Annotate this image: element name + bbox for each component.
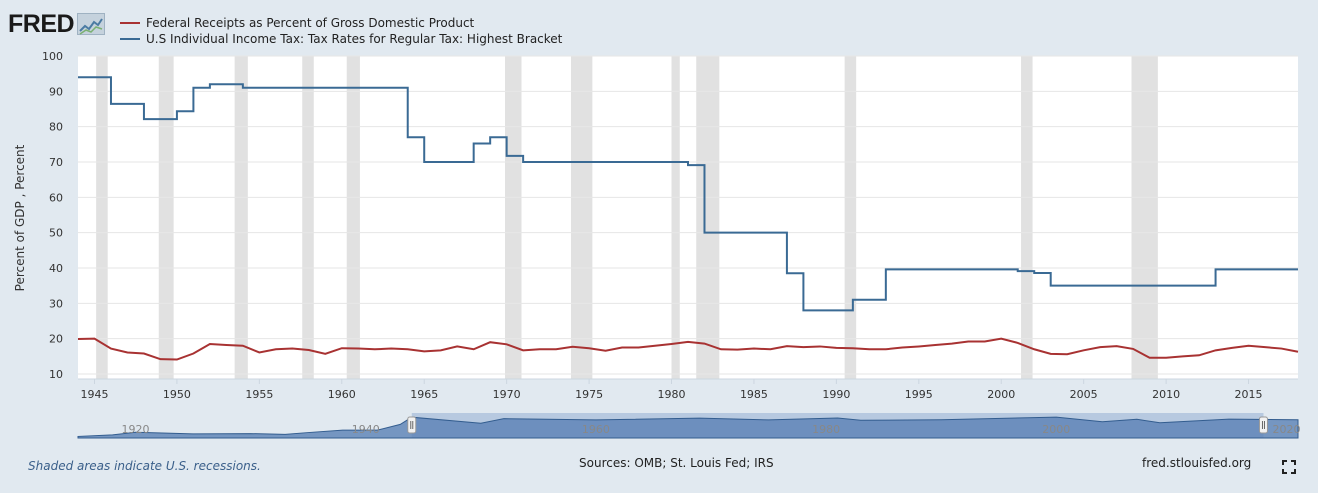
navigator-label: 1940	[352, 423, 380, 436]
recession-band-11	[1131, 56, 1158, 379]
series-lines	[77, 76, 1299, 361]
y-tick-label: 20	[49, 333, 63, 346]
x-tick-label: 1965	[410, 388, 438, 401]
navigator-label: 1980	[812, 423, 840, 436]
x-tick-label: 1945	[80, 388, 108, 401]
recession-band-9	[844, 56, 857, 379]
navigator-handle-left[interactable]	[407, 416, 417, 434]
y-axis-ticks: 100 90 80 70 60 50 40 30 20 10	[42, 50, 63, 381]
y-tick-label: 40	[49, 262, 63, 275]
line-chart-icon	[77, 13, 106, 35]
x-tick-label: 1960	[328, 388, 356, 401]
x-tick-label: 2000	[987, 388, 1015, 401]
y-tick-label: 10	[49, 368, 63, 381]
recession-note: Shaded areas indicate U.S. recessions.	[28, 459, 261, 473]
navigator-label: 1960	[582, 423, 610, 436]
recession-bands	[96, 56, 1158, 379]
y-tick-label: 80	[49, 121, 63, 134]
y-tick-label: 100	[42, 50, 63, 63]
recession-band-7	[671, 56, 680, 379]
recession-band-5	[505, 56, 522, 379]
x-tick-label: 1970	[493, 388, 521, 401]
x-axis-ticks: 1945 1950 1955 1960 1965 1970 1975 1980 1985 1990…	[80, 379, 1263, 401]
navigator-handle-right[interactable]	[1258, 416, 1268, 434]
recession-band-3	[302, 56, 314, 379]
navigator-label: 2000	[1042, 423, 1070, 436]
y-tick-label: 30	[49, 297, 63, 310]
x-tick-label: 1975	[575, 388, 603, 401]
x-tick-label: 1990	[822, 388, 850, 401]
y-tick-label: 70	[49, 156, 63, 169]
site-link[interactable]: fred.stlouisfed.org	[1142, 456, 1252, 470]
x-tick-label: 2005	[1070, 388, 1098, 401]
x-tick-label: 2015	[1235, 388, 1263, 401]
recession-band-2	[234, 56, 248, 379]
fred-logo[interactable]: FRED	[8, 10, 106, 38]
recession-band-8	[696, 56, 720, 379]
range-navigator[interactable]: 1920 1940 1960 1980 2000 2020	[77, 413, 1300, 439]
legend-swatch-receipts	[120, 22, 140, 24]
x-tick-label: 2010	[1152, 388, 1180, 401]
recession-band-10	[1021, 56, 1033, 379]
x-tick-label: 1995	[905, 388, 933, 401]
x-tick-label: 1980	[658, 388, 686, 401]
x-tick-label: 1955	[245, 388, 273, 401]
brand-name: FRED	[8, 10, 75, 38]
legend-label-tax-rate: U.S Individual Income Tax: Tax Rates for…	[146, 32, 563, 46]
y-tick-label: 90	[49, 85, 63, 98]
sources-text: Sources: OMB; St. Louis Fed; IRS	[579, 456, 774, 470]
x-tick-label: 1950	[163, 388, 191, 401]
series-line-receipts[interactable]	[77, 337, 1299, 361]
y-tick-label: 60	[49, 191, 63, 204]
navigator-label: 2020	[1272, 423, 1300, 436]
navigator-label: 1920	[122, 423, 150, 436]
chart-legend: Federal Receipts as Percent of Gross Dom…	[120, 15, 562, 47]
recession-band-6	[570, 56, 593, 379]
series-line-tax-rate[interactable]	[78, 76, 1298, 312]
legend-item-tax-rate[interactable]: U.S Individual Income Tax: Tax Rates for…	[120, 31, 562, 47]
recession-band-4	[346, 56, 360, 379]
plot-area	[78, 56, 1298, 379]
legend-swatch-tax-rate	[120, 38, 140, 40]
y-tick-label: 50	[49, 227, 63, 240]
legend-item-receipts[interactable]: Federal Receipts as Percent of Gross Dom…	[120, 15, 562, 31]
legend-label-receipts: Federal Receipts as Percent of Gross Dom…	[146, 16, 475, 30]
recession-band-0	[96, 56, 108, 379]
x-tick-label: 1985	[740, 388, 768, 401]
y-axis-label: Percent of GDP , Percent	[13, 144, 27, 291]
navigator-series-area	[77, 416, 1299, 439]
recession-band-1	[158, 56, 174, 379]
fullscreen-icon[interactable]	[1282, 460, 1296, 474]
